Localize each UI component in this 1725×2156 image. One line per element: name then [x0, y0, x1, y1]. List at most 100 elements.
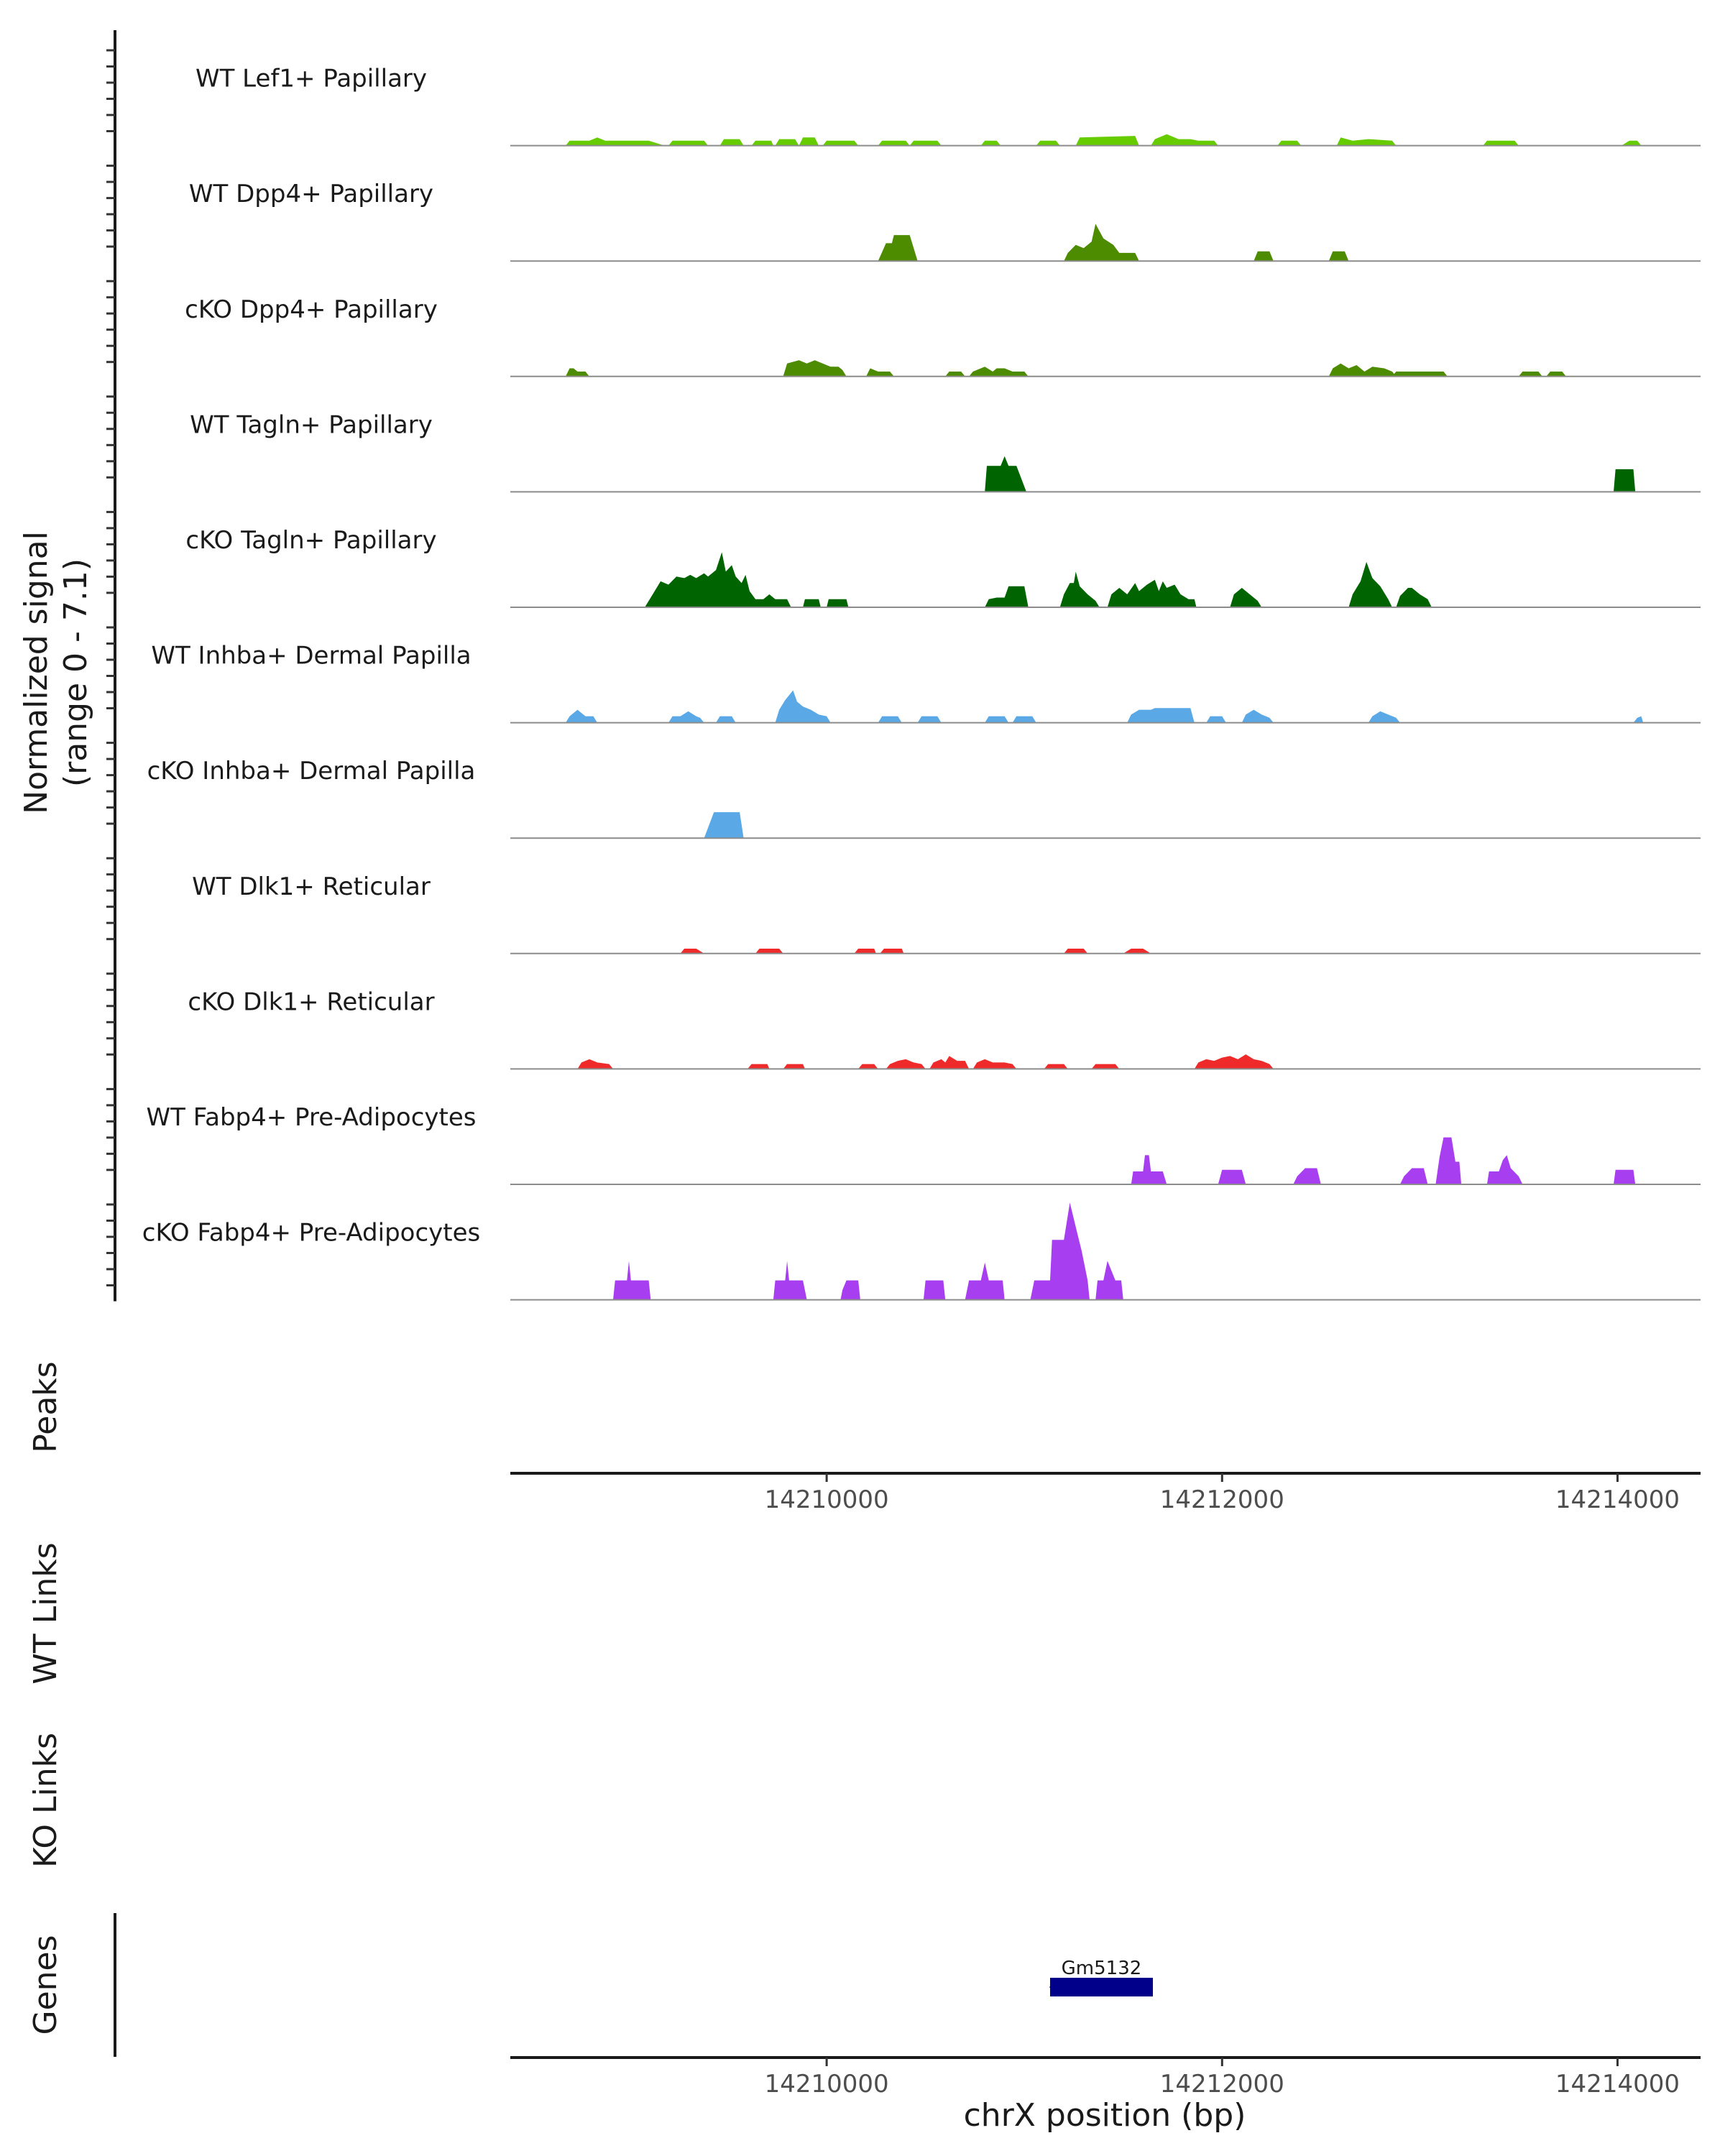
coverage-peak: [773, 1261, 807, 1300]
track-wt-dlk1-reticular: WT Dlk1+ Reticular: [192, 872, 1701, 954]
track-cko-tagln-papillary: cKO Tagln+ Papillary: [185, 526, 1701, 608]
coverage-tracks: WT Lef1+ Papillary WT Dpp4+ Papillary cKO …: [142, 65, 1701, 1301]
coverage-peak: [878, 716, 902, 723]
coverage-peak: [1036, 140, 1060, 146]
coverage-peak: [1064, 949, 1088, 954]
coverage-peak: [1064, 224, 1139, 262]
track-cko-inhba-dermal-papilla: cKO Inhba+ Dermal Papilla: [147, 757, 1701, 839]
track-wt-dpp4-papillary: WT Dpp4+ Papillary: [189, 180, 1701, 262]
coverage-peak: [1518, 372, 1542, 377]
coverage-peak: [1091, 1064, 1120, 1069]
coverage-peak: [1277, 140, 1302, 146]
coverage-peak: [1633, 716, 1644, 723]
coverage-peak: [1546, 372, 1566, 377]
coverage-peak: [775, 690, 831, 723]
coverage-peak: [755, 949, 783, 954]
track-label: cKO Fabp4+ Pre-Adipocytes: [142, 1219, 481, 1248]
coverage-peak: [1218, 1169, 1246, 1184]
coverage-peak: [1614, 1169, 1636, 1184]
x-tick-label: 14212000: [1160, 2070, 1284, 2099]
track-label: WT Dpp4+ Papillary: [189, 180, 433, 208]
coverage-peak: [1127, 708, 1195, 723]
track-label: cKO Dpp4+ Papillary: [185, 295, 438, 324]
track-cko-dpp4-papillary: cKO Dpp4+ Papillary: [185, 295, 1701, 377]
coverage-peak: [1254, 251, 1274, 262]
coverage-peak: [909, 140, 942, 146]
coverage-peak: [854, 949, 876, 954]
coverage-peak: [1614, 469, 1636, 492]
genes-panel-label: Genes: [27, 1935, 64, 2035]
track-label: WT Fabp4+ Pre-Adipocytes: [147, 1103, 477, 1132]
coverage-peak: [1194, 1054, 1274, 1069]
coverage-peak: [827, 599, 849, 607]
wt-links-panel-label: WT Links: [27, 1542, 64, 1684]
track-label: WT Tagln+ Papillary: [190, 410, 433, 439]
coverage-peak: [775, 139, 799, 146]
track-wt-tagln-papillary: WT Tagln+ Papillary: [190, 410, 1701, 493]
coverage-peak: [1131, 1155, 1167, 1184]
coverage-peak: [799, 137, 819, 146]
coverage-peak: [680, 949, 704, 954]
track-label: WT Lef1+ Papillary: [196, 65, 427, 93]
coverage-peak: [985, 586, 1029, 607]
coverage-peak: [1107, 579, 1197, 607]
coverage-peak: [1095, 1261, 1123, 1300]
x-tick-label: 14214000: [1555, 2070, 1680, 2099]
coverage-peak: [1293, 1168, 1321, 1184]
coverage-peak: [1230, 588, 1262, 607]
coverage-peak: [1483, 140, 1519, 146]
coverage-peak: [1059, 571, 1100, 607]
coverage-peak: [1368, 711, 1400, 723]
coverage-peak: [1123, 949, 1151, 954]
coverage-peak: [1151, 134, 1218, 146]
coverage-peak: [878, 235, 918, 262]
peaks-panel-label: Peaks: [27, 1361, 64, 1452]
x-tick-label: 14210000: [765, 2070, 889, 2099]
coverage-peak: [929, 1056, 970, 1069]
gene-label: Gm5132: [1062, 1958, 1142, 1979]
coverage-peak: [1399, 1168, 1428, 1184]
ko-links-panel-label: KO Links: [27, 1733, 64, 1868]
coverage-peak: [1075, 136, 1139, 146]
track-wt-inhba-dermal-papilla: WT Inhba+ Dermal Papilla: [151, 642, 1701, 724]
coverage-peak: [1348, 561, 1392, 607]
coverage-peak: [566, 368, 589, 377]
track-label: cKO Inhba+ Dermal Papilla: [147, 757, 476, 786]
coverage-peak: [783, 1064, 805, 1069]
coverage-peak: [1030, 1202, 1090, 1300]
coverage-peak: [985, 456, 1026, 492]
coverage-peak: [917, 716, 942, 723]
track-label: cKO Dlk1+ Reticular: [188, 987, 434, 1016]
coverage-peak: [716, 716, 736, 723]
track-cko-fabp4-pre-adipocytes: cKO Fabp4+ Pre-Adipocytes: [142, 1202, 1701, 1301]
x-tick-label: 14214000: [1555, 1485, 1680, 1514]
coverage-peak: [1392, 372, 1448, 377]
gene-body: [1049, 1978, 1154, 1996]
coverage-peak: [840, 1280, 860, 1300]
x-axis-title: chrX position (bp): [964, 2097, 1246, 2134]
track-label: cKO Tagln+ Papillary: [185, 526, 436, 555]
coverage-peak: [878, 140, 910, 146]
coverage-peak: [923, 1280, 946, 1300]
track-wt-fabp4-pre-adipocytes: WT Fabp4+ Pre-Adipocytes: [147, 1103, 1701, 1185]
track-wt-lef1-papillary: WT Lef1+ Papillary: [196, 65, 1701, 147]
coverage-peak: [704, 812, 744, 839]
coverage-peak: [1396, 588, 1432, 607]
coverage-peak: [880, 949, 904, 954]
coverage-peak: [1486, 1155, 1523, 1184]
coverage-peak: [645, 552, 791, 607]
coverage-peak: [886, 1059, 926, 1069]
coverage-peak: [945, 372, 965, 377]
x-tick-label: 14210000: [765, 1485, 889, 1514]
coverage-peak: [1241, 709, 1274, 723]
coverage-peak: [972, 1059, 1017, 1069]
x-axis-lower: 14210000 14212000 14214000: [510, 2056, 1701, 2099]
coverage-peak: [803, 599, 821, 607]
coverage-peak: [668, 140, 709, 146]
coverage-peak: [1044, 1064, 1068, 1069]
coverage-peak: [1336, 137, 1397, 146]
coverage-peak: [1435, 1137, 1462, 1184]
coverage-peak: [985, 716, 1009, 723]
